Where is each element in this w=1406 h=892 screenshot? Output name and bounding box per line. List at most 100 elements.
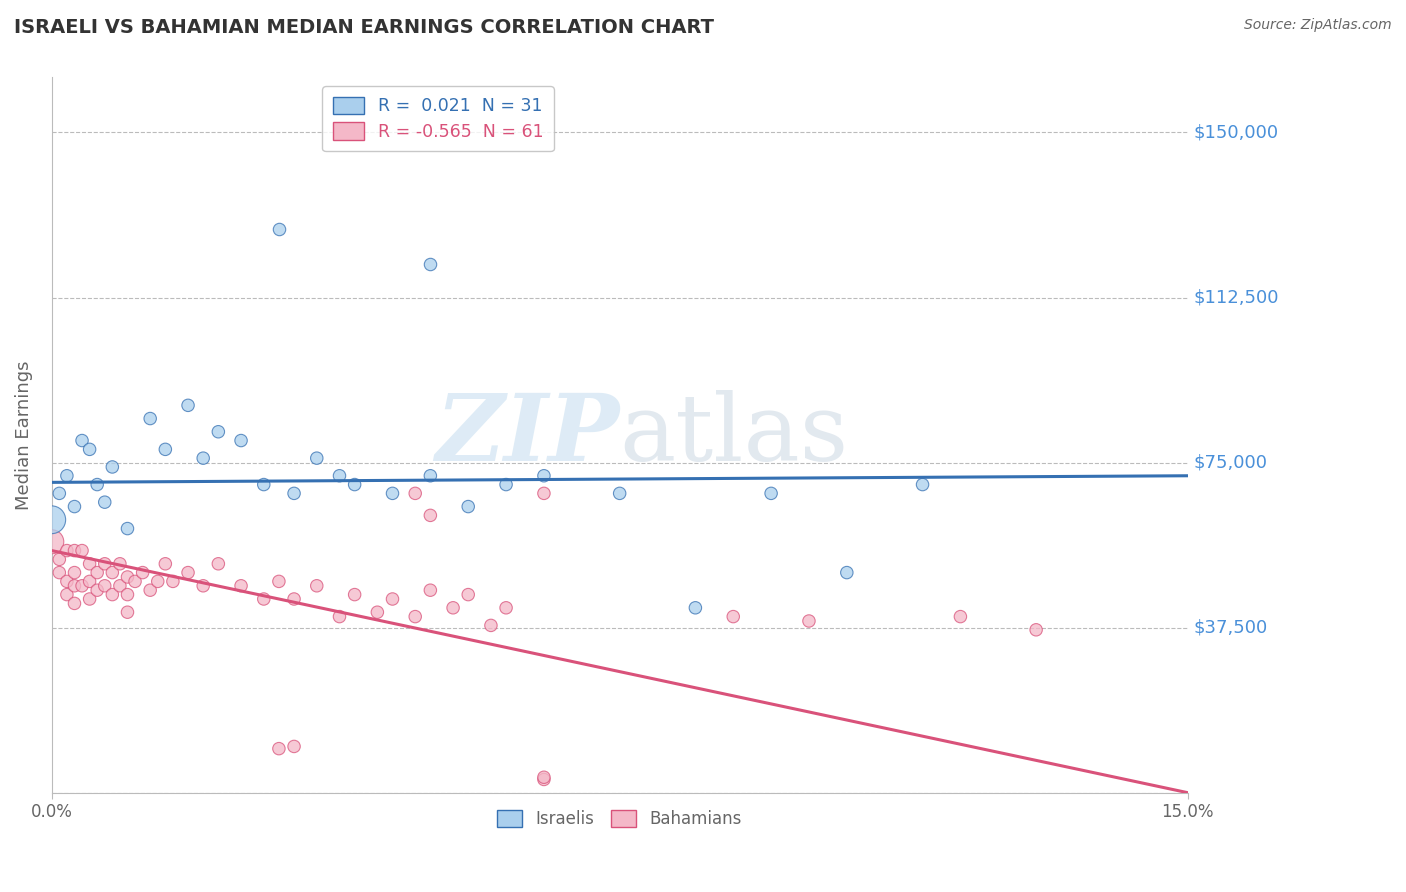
Text: $75,000: $75,000 bbox=[1194, 453, 1267, 472]
Point bbox=[283, 739, 305, 754]
Point bbox=[253, 477, 276, 491]
Point bbox=[253, 592, 276, 607]
Point bbox=[79, 557, 101, 571]
Point bbox=[48, 486, 70, 500]
Point bbox=[419, 258, 441, 272]
Text: ZIP: ZIP bbox=[436, 390, 620, 480]
Point bbox=[56, 468, 79, 483]
Point bbox=[495, 600, 517, 615]
Point bbox=[267, 222, 290, 236]
Point bbox=[835, 566, 858, 580]
Point bbox=[94, 579, 117, 593]
Text: $150,000: $150,000 bbox=[1194, 123, 1278, 142]
Point bbox=[911, 477, 934, 491]
Point bbox=[723, 609, 745, 624]
Point bbox=[381, 486, 404, 500]
Point bbox=[495, 477, 517, 491]
Point bbox=[108, 579, 131, 593]
Point bbox=[70, 543, 93, 558]
Point bbox=[177, 566, 200, 580]
Point bbox=[419, 508, 441, 523]
Point bbox=[193, 451, 215, 466]
Text: ISRAELI VS BAHAMIAN MEDIAN EARNINGS CORRELATION CHART: ISRAELI VS BAHAMIAN MEDIAN EARNINGS CORR… bbox=[14, 18, 714, 37]
Point bbox=[101, 588, 124, 602]
Point bbox=[533, 468, 555, 483]
Point bbox=[70, 434, 93, 448]
Point bbox=[404, 486, 426, 500]
Point bbox=[108, 557, 131, 571]
Point bbox=[328, 609, 350, 624]
Point bbox=[457, 588, 479, 602]
Point bbox=[101, 566, 124, 580]
Point bbox=[162, 574, 184, 589]
Point bbox=[759, 486, 782, 500]
Point bbox=[328, 468, 350, 483]
Point bbox=[139, 583, 162, 598]
Point bbox=[41, 534, 63, 549]
Point bbox=[86, 477, 108, 491]
Point bbox=[70, 579, 93, 593]
Point bbox=[63, 579, 86, 593]
Point bbox=[479, 618, 502, 632]
Point bbox=[193, 579, 215, 593]
Legend: Israelis, Bahamians: Israelis, Bahamians bbox=[491, 803, 748, 834]
Y-axis label: Median Earnings: Median Earnings bbox=[15, 360, 32, 510]
Point bbox=[131, 566, 153, 580]
Point bbox=[63, 500, 86, 514]
Point bbox=[63, 596, 86, 610]
Point bbox=[949, 609, 972, 624]
Point bbox=[56, 574, 79, 589]
Point bbox=[117, 588, 139, 602]
Point bbox=[63, 566, 86, 580]
Point bbox=[63, 543, 86, 558]
Point bbox=[86, 566, 108, 580]
Point bbox=[79, 442, 101, 457]
Point bbox=[117, 522, 139, 536]
Point bbox=[457, 500, 479, 514]
Text: Source: ZipAtlas.com: Source: ZipAtlas.com bbox=[1244, 18, 1392, 32]
Point bbox=[533, 772, 555, 787]
Point bbox=[419, 583, 441, 598]
Point bbox=[117, 605, 139, 619]
Point bbox=[404, 609, 426, 624]
Point bbox=[48, 552, 70, 566]
Point bbox=[1025, 623, 1047, 637]
Point bbox=[56, 543, 79, 558]
Point bbox=[229, 434, 252, 448]
Point bbox=[343, 588, 366, 602]
Point bbox=[41, 513, 63, 527]
Point bbox=[117, 570, 139, 584]
Point bbox=[267, 574, 290, 589]
Point bbox=[146, 574, 169, 589]
Point bbox=[56, 588, 79, 602]
Point bbox=[343, 477, 366, 491]
Point bbox=[94, 495, 117, 509]
Point bbox=[101, 459, 124, 474]
Point bbox=[283, 592, 305, 607]
Point bbox=[381, 592, 404, 607]
Point bbox=[94, 557, 117, 571]
Point bbox=[609, 486, 631, 500]
Point bbox=[533, 770, 555, 784]
Point bbox=[229, 579, 252, 593]
Point bbox=[79, 574, 101, 589]
Point bbox=[48, 566, 70, 580]
Point bbox=[79, 592, 101, 607]
Point bbox=[305, 579, 328, 593]
Point bbox=[283, 486, 305, 500]
Point bbox=[419, 468, 441, 483]
Text: atlas: atlas bbox=[620, 390, 849, 480]
Text: $112,500: $112,500 bbox=[1194, 288, 1278, 307]
Point bbox=[155, 442, 177, 457]
Point bbox=[155, 557, 177, 571]
Point bbox=[441, 600, 464, 615]
Point bbox=[366, 605, 388, 619]
Point bbox=[124, 574, 146, 589]
Point bbox=[533, 486, 555, 500]
Text: $37,500: $37,500 bbox=[1194, 619, 1267, 637]
Point bbox=[207, 425, 229, 439]
Point bbox=[86, 583, 108, 598]
Point bbox=[207, 557, 229, 571]
Point bbox=[177, 398, 200, 412]
Point bbox=[797, 614, 820, 628]
